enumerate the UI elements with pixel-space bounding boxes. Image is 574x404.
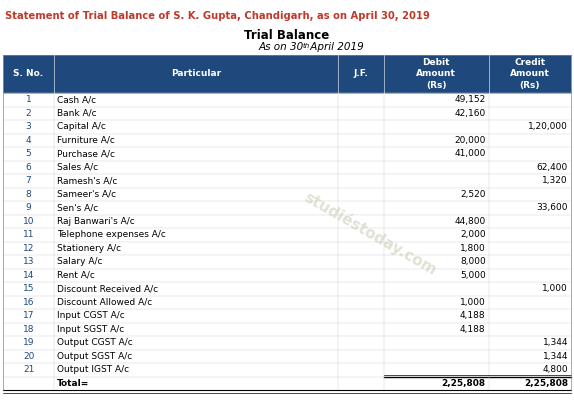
Text: 1,000: 1,000 [460,298,486,307]
Text: 3: 3 [26,122,32,131]
Text: 5: 5 [26,149,32,158]
Text: 1,20,000: 1,20,000 [528,122,568,131]
Text: Output IGST A/c: Output IGST A/c [57,365,129,374]
Text: Input SGST A/c: Input SGST A/c [57,325,125,334]
Text: Statement of Trial Balance of S. K. Gupta, Chandigarh, as on April 30, 2019: Statement of Trial Balance of S. K. Gupt… [5,11,430,21]
Text: 10: 10 [23,217,34,226]
Text: J.F.: J.F. [354,69,369,78]
Text: Input CGST A/c: Input CGST A/c [57,311,125,320]
Text: 4,188: 4,188 [460,311,486,320]
Text: 1,800: 1,800 [460,244,486,253]
Text: Output CGST A/c: Output CGST A/c [57,338,133,347]
Text: Raj Banwari's A/c: Raj Banwari's A/c [57,217,135,226]
Text: 11: 11 [23,230,34,239]
Text: Furniture A/c: Furniture A/c [57,136,115,145]
Text: Discount Received A/c: Discount Received A/c [57,284,158,293]
Text: 12: 12 [23,244,34,253]
Text: 4: 4 [26,136,32,145]
Text: 1,344: 1,344 [542,338,568,347]
Text: Sales A/c: Sales A/c [57,163,98,172]
Text: As on 30: As on 30 [259,42,304,52]
Text: Debit
Amount
(Rs): Debit Amount (Rs) [416,59,456,90]
Text: 14: 14 [23,271,34,280]
Text: 13: 13 [23,257,34,266]
Text: 2,25,808: 2,25,808 [441,379,486,388]
Text: Purchase A/c: Purchase A/c [57,149,115,158]
Text: 4,800: 4,800 [542,365,568,374]
Text: 20: 20 [23,352,34,361]
Text: 42,160: 42,160 [455,109,486,118]
Text: 19: 19 [23,338,34,347]
Text: 41,000: 41,000 [454,149,486,158]
Text: Sen's A/c: Sen's A/c [57,203,98,212]
Text: 49,152: 49,152 [455,95,486,104]
Text: Salary A/c: Salary A/c [57,257,103,266]
Text: Sameer's A/c: Sameer's A/c [57,190,117,199]
Text: 21: 21 [23,365,34,374]
Text: 9: 9 [26,203,32,212]
Text: Capital A/c: Capital A/c [57,122,106,131]
Text: 33,600: 33,600 [537,203,568,212]
Text: 8,000: 8,000 [460,257,486,266]
Text: Telephone expenses A/c: Telephone expenses A/c [57,230,166,239]
Text: 62,400: 62,400 [537,163,568,172]
Text: Total=: Total= [57,379,90,388]
Text: Particular: Particular [171,69,221,78]
Text: studiéstoday.com: studiéstoday.com [301,189,439,278]
Text: 20,000: 20,000 [454,136,486,145]
Bar [3,55,571,93]
Text: 1,000: 1,000 [542,284,568,293]
Text: 4,188: 4,188 [460,325,486,334]
Text: S. No.: S. No. [14,69,44,78]
Text: 1,344: 1,344 [542,352,568,361]
Text: Output SGST A/c: Output SGST A/c [57,352,133,361]
Text: Bank A/c: Bank A/c [57,109,97,118]
Text: 2: 2 [26,109,32,118]
Text: Trial Balance: Trial Balance [245,29,329,42]
Text: Ramesh's A/c: Ramesh's A/c [57,176,118,185]
Text: Rent A/c: Rent A/c [57,271,95,280]
Text: 7: 7 [26,176,32,185]
Text: 17: 17 [23,311,34,320]
Text: Cash A/c: Cash A/c [57,95,96,104]
Text: th: th [303,43,311,49]
Text: 16: 16 [23,298,34,307]
Text: 2,520: 2,520 [460,190,486,199]
Text: 44,800: 44,800 [455,217,486,226]
Text: 18: 18 [23,325,34,334]
Text: 2,25,808: 2,25,808 [524,379,568,388]
Text: 8: 8 [26,190,32,199]
Text: April 2019: April 2019 [307,42,364,52]
Text: 1: 1 [26,95,32,104]
Text: 15: 15 [23,284,34,293]
Text: Credit
Amount
(Rs): Credit Amount (Rs) [510,59,550,90]
Text: 1,320: 1,320 [542,176,568,185]
Text: 6: 6 [26,163,32,172]
Text: Stationery A/c: Stationery A/c [57,244,121,253]
Text: 5,000: 5,000 [460,271,486,280]
Text: 2,000: 2,000 [460,230,486,239]
Text: Discount Allowed A/c: Discount Allowed A/c [57,298,152,307]
